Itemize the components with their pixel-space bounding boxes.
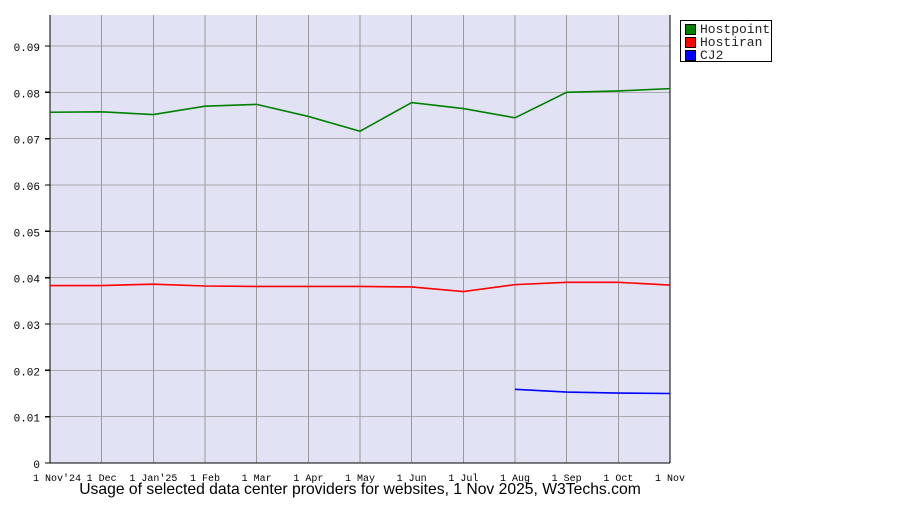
svg-text:0.04: 0.04 xyxy=(14,275,41,287)
svg-text:0.09: 0.09 xyxy=(14,43,40,55)
svg-text:0.07: 0.07 xyxy=(14,136,40,148)
svg-text:0.06: 0.06 xyxy=(14,182,40,194)
svg-text:0.08: 0.08 xyxy=(14,89,40,101)
svg-text:0.05: 0.05 xyxy=(14,228,40,240)
svg-text:0.03: 0.03 xyxy=(14,321,40,333)
svg-text:0.01: 0.01 xyxy=(14,414,41,426)
svg-text:0.02: 0.02 xyxy=(14,367,40,379)
svg-text:0: 0 xyxy=(33,460,40,472)
